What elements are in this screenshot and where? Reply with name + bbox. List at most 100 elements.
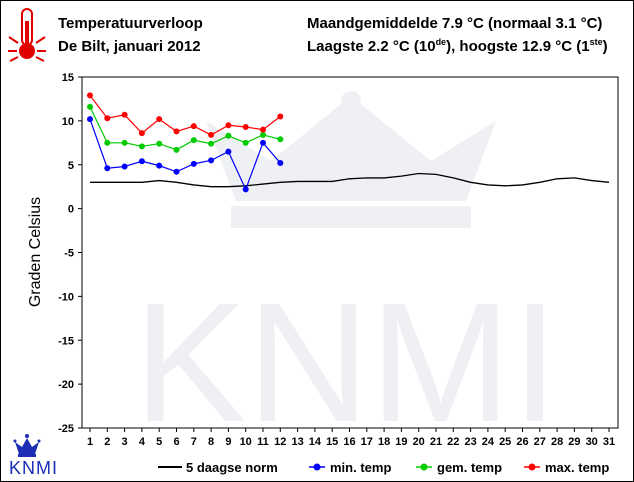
x-tick-label: 22 [447,436,459,448]
x-tick-label: 2 [104,436,110,448]
x-axis: 1 2 3 4 5 6 7 8 9 10 11 12 13 14 15 16 17 18 19 20 21 22 23 24 2… [87,428,615,448]
x-tick-label: 18 [378,436,390,448]
x-tick-label: 1 [87,436,93,448]
close-paren: ) [602,38,608,55]
legend-label-min-temp: min. temp [330,460,391,475]
data-point [277,136,284,143]
data-point [260,126,266,133]
legend-marker-min-temp [313,463,321,471]
x-tick-label: 10 [240,436,252,448]
data-point [121,163,128,170]
x-tick-label: 15 [326,436,338,448]
high-ordinal: ste [589,37,603,47]
low-text: Laagste 2.2 °C (10 [307,38,436,55]
data-point [190,137,197,144]
x-tick-label: 5 [156,436,162,448]
data-point [277,159,284,166]
data-point [190,123,197,130]
data-point [138,130,145,137]
data-point [208,140,215,147]
data-point [190,160,197,167]
crown-icon [13,434,41,457]
series-line--daagse-norm [90,172,610,188]
series-line-max-temp [89,95,281,136]
data-point [225,148,232,155]
y-tick-label: -5 [64,248,74,260]
chart-subtitle: De Bilt, januari 2012 [58,38,201,55]
x-tick-label: 30 [586,436,598,448]
watermark-crown [206,96,496,201]
x-tick-label: 29 [568,436,580,448]
knmi-logo-text: KNMI [9,458,58,478]
data-point [121,111,128,118]
x-tick-label: 17 [361,436,373,448]
watermark-crown-orb [341,91,361,111]
data-point [156,162,163,169]
low-ordinal: de [435,37,447,47]
legend-label--daagse-norm: 5 daagse norm [186,460,278,475]
x-tick-label: 31 [603,436,615,448]
x-tick-label: 24 [482,436,495,448]
data-point [208,131,215,138]
x-tick-label: 19 [395,436,407,448]
legend-label-gem-temp: gem. temp [437,460,502,475]
x-tick-label: 12 [274,436,286,448]
data-point [242,186,249,193]
x-tick-label: 23 [464,436,476,448]
data-point [87,92,93,99]
y-axis: 15 10 5 0 -5 -10 -15 -20 -25 [58,72,82,435]
watermark-crown-band [231,206,471,228]
data-point [173,128,180,135]
x-tick-label: 14 [309,436,322,448]
y-tick-label: -25 [58,423,74,435]
legend-label-max-temp: max. temp [545,460,609,475]
y-axis-label: Graden Celsius [27,197,44,307]
legend-marker-max-temp [528,463,536,471]
x-tick-label: 6 [173,436,179,448]
x-tick-label: 11 [257,436,269,448]
legend: 5 daagse norm min. temp gem. temp max. temp [158,460,609,475]
data-point [138,143,145,150]
x-tick-label: 13 [291,436,303,448]
data-point [242,124,249,131]
y-tick-label: -10 [58,291,74,303]
thermometer-icon [8,8,46,62]
data-point [225,132,232,139]
y-tick-label: -20 [58,379,74,391]
x-tick-label: 4 [139,436,146,448]
x-tick-label: 7 [191,436,197,448]
data-point [138,158,145,165]
data-point [173,168,180,175]
data-point [242,139,249,146]
data-point [104,165,111,172]
data-point [225,122,232,129]
data-point [121,139,128,146]
data-point [156,116,163,123]
x-tick-label: 27 [534,436,546,448]
x-tick-label: 3 [122,436,128,448]
knmi-watermark: KNMI [134,91,559,458]
y-tick-label: 10 [62,116,74,128]
x-tick-label: 16 [343,436,355,448]
data-point [260,131,266,138]
legend-marker-gem-temp [420,463,428,471]
chart-title: Temperatuurverloop [58,15,203,32]
data-point [104,115,111,122]
data-point [87,103,93,110]
watermark-text: KNMI [134,268,559,458]
monthly-average-text: Maandgemiddelde 7.9 °C (normaal 3.1 °C) [307,15,603,32]
y-tick-label: -15 [58,335,74,347]
data-point [260,139,266,146]
y-tick-label: 5 [68,160,74,172]
data-point [156,140,163,147]
data-point [104,139,111,146]
y-tick-label: 15 [62,72,74,84]
data-point [208,157,215,164]
x-tick-label: 28 [551,436,563,448]
y-tick-label: 0 [68,204,74,216]
data-point [173,146,180,153]
x-tick-label: 9 [225,436,231,448]
data-point [277,113,284,120]
data-point [87,116,93,123]
